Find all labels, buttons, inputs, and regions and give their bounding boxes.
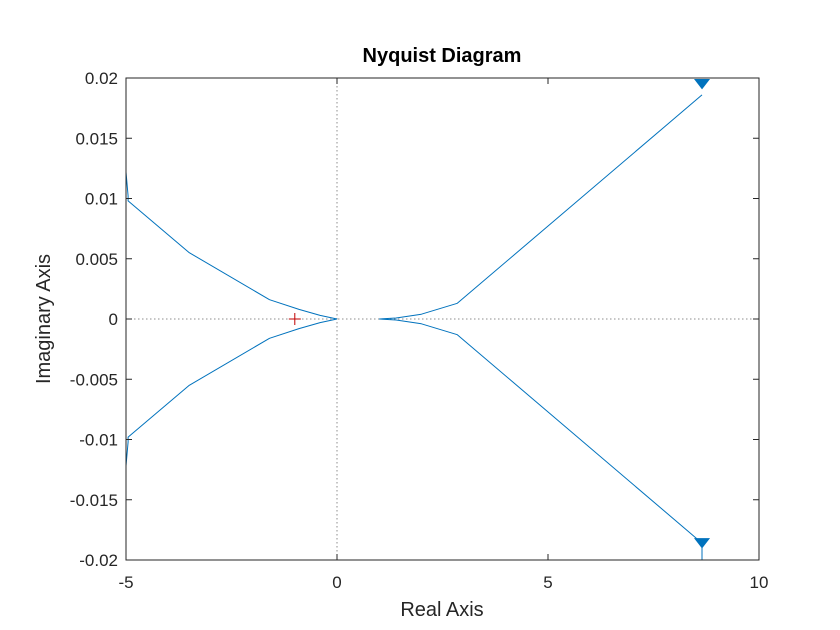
y-tick-label: 0.01: [85, 190, 118, 209]
chart-title: Nyquist Diagram: [363, 45, 522, 67]
nyquist-lower-left-branch: [125, 318, 338, 467]
y-tick-label: -0.005: [70, 370, 118, 389]
nyquist-upper-left-branch: [125, 171, 338, 320]
direction-arrow-lower-right-branch: [694, 538, 711, 549]
x-tick-label: 5: [543, 573, 552, 592]
y-axis-label: Imaginary Axis: [33, 254, 55, 384]
markers: [288, 79, 711, 549]
nyquist-upper-right-branch: [379, 94, 703, 320]
y-tick-label: 0.015: [75, 129, 118, 148]
x-tick-label: -5: [118, 573, 133, 592]
y-tick-label: -0.02: [79, 551, 118, 570]
y-tick-label: -0.015: [70, 491, 118, 510]
y-tick-label: 0.02: [85, 69, 118, 88]
y-tick-label: 0.005: [75, 250, 118, 269]
x-tick-label: 0: [332, 573, 341, 592]
x-tick-label: 10: [750, 573, 769, 592]
y-tick-label: -0.01: [79, 431, 118, 450]
direction-arrow-upper-right-branch: [694, 79, 711, 90]
critical-point-marker: [288, 313, 301, 325]
axis-ticks: -5 0 5 10 -0.02 -0.015 -0.01 -0.005 0 0.005 0.01 0.…: [70, 69, 769, 592]
x-axis-label: Real Axis: [400, 599, 483, 621]
y-tick-label: 0: [109, 310, 118, 329]
